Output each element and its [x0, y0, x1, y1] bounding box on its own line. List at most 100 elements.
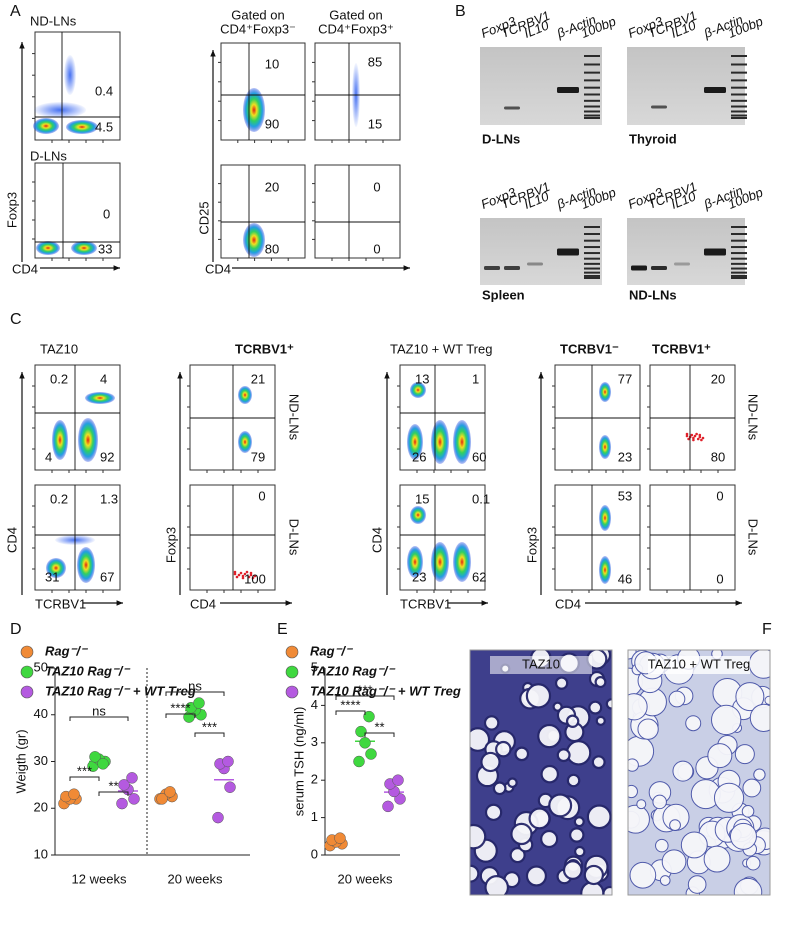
- event-dot: [249, 571, 253, 575]
- data-point: [193, 697, 205, 709]
- ladder-band: [584, 246, 600, 249]
- gel-band: [504, 106, 520, 110]
- flow-plot-frame: [649, 484, 736, 591]
- event-dot: [241, 576, 245, 580]
- gel-image: [480, 218, 602, 285]
- event-dot: [239, 571, 243, 575]
- quadrant-percent: 0: [716, 571, 723, 586]
- ladder-band: [584, 252, 600, 255]
- event-cloud: [66, 120, 98, 134]
- follicle: [628, 650, 637, 660]
- event-cloud: [599, 435, 611, 459]
- follicle: [636, 799, 647, 810]
- ladder-band: [731, 55, 747, 57]
- ladder-band: [731, 93, 747, 96]
- quadrant-percent: 31: [45, 569, 59, 584]
- follicle: [484, 803, 503, 822]
- ladder-band: [584, 117, 600, 119]
- event-cloud: [431, 420, 449, 464]
- quadrant-percent: 21: [251, 371, 265, 386]
- event-cloud: [407, 546, 423, 578]
- legend-label: TAZ10 Rag⁻/⁻: [310, 663, 396, 678]
- significance-label: **: [108, 778, 118, 793]
- follicle: [680, 831, 708, 859]
- legend-marker: [20, 645, 34, 659]
- ladder-band: [731, 257, 747, 260]
- ladder-band: [731, 79, 747, 82]
- gel-band: [484, 266, 500, 270]
- follicle: [514, 746, 530, 762]
- data-point: [353, 755, 365, 768]
- data-point: [363, 710, 375, 723]
- axis-label: CD4: [555, 596, 581, 611]
- data-point: [392, 774, 404, 786]
- ladder-band: [731, 239, 747, 242]
- event-dot: [693, 434, 697, 438]
- gate-header: Gated on: [329, 7, 383, 22]
- follicle: [569, 827, 585, 843]
- follicle: [764, 695, 770, 705]
- data-point: [164, 786, 176, 798]
- flow-plot-frame: [34, 364, 121, 471]
- significance-label: **: [374, 719, 384, 734]
- quadrant-percent: 0: [373, 241, 380, 256]
- event-dot: [233, 570, 237, 574]
- data-point: [97, 758, 109, 770]
- quadrant-percent: 53: [618, 488, 632, 503]
- ladder-band: [584, 86, 600, 89]
- significance-bracket: [335, 710, 366, 715]
- significance-label: ns: [188, 678, 202, 693]
- flow-plot-frame: [220, 42, 306, 141]
- panel-label: E: [277, 621, 288, 638]
- follicle: [729, 822, 757, 850]
- follicle: [548, 793, 573, 818]
- ladder-band: [584, 71, 600, 74]
- follicle: [492, 781, 507, 796]
- quadrant-percent: 26: [412, 449, 426, 464]
- ladder-band: [584, 274, 600, 277]
- follicle: [741, 805, 755, 818]
- event-cloud: [410, 506, 426, 524]
- data-point: [126, 772, 138, 784]
- follicle: [525, 683, 552, 709]
- data-point: [212, 811, 224, 824]
- legend-label: Rag⁻/⁻: [310, 643, 354, 658]
- data-point: [355, 725, 367, 738]
- axis-label: CD4: [190, 596, 216, 611]
- gel-label: ND-LNs: [629, 287, 677, 302]
- event-dot: [247, 575, 251, 579]
- ladder-band: [584, 55, 600, 57]
- arrow-head: [735, 600, 742, 606]
- event-cloud: [238, 431, 252, 453]
- significance-bracket: [335, 695, 395, 700]
- follicle: [628, 693, 648, 721]
- quadrant-percent: 23: [618, 449, 632, 464]
- quadrant-percent: 20: [711, 371, 725, 386]
- event-dot: [245, 570, 249, 574]
- gate-header: Gated on: [231, 7, 285, 22]
- histology-image: [628, 650, 770, 895]
- axis-label: CD4: [12, 261, 38, 276]
- follicle: [573, 816, 585, 828]
- ladder-band: [731, 99, 747, 102]
- arrow-head: [19, 372, 25, 379]
- gel-band: [674, 262, 690, 266]
- event-cloud: [407, 424, 423, 460]
- tissue-label: ND-LNs: [287, 394, 302, 441]
- ladder-band: [584, 262, 600, 265]
- event-cloud: [71, 241, 97, 255]
- data-point: [116, 797, 128, 810]
- arrow-head: [113, 265, 120, 271]
- y-tick-label: 0: [311, 846, 318, 861]
- follicle: [495, 740, 512, 758]
- quadrant-percent: 0: [716, 488, 723, 503]
- tissue-label: D-LNs: [746, 519, 761, 556]
- data-point: [224, 781, 236, 793]
- arrow-head: [177, 372, 183, 379]
- follicle: [602, 885, 612, 895]
- ladder-band: [731, 71, 747, 74]
- quadrant-percent: 85: [368, 54, 382, 69]
- significance-bracket: [364, 732, 395, 737]
- gate-header: CD4⁺Foxp3⁻: [220, 21, 296, 36]
- ladder-band: [584, 239, 600, 242]
